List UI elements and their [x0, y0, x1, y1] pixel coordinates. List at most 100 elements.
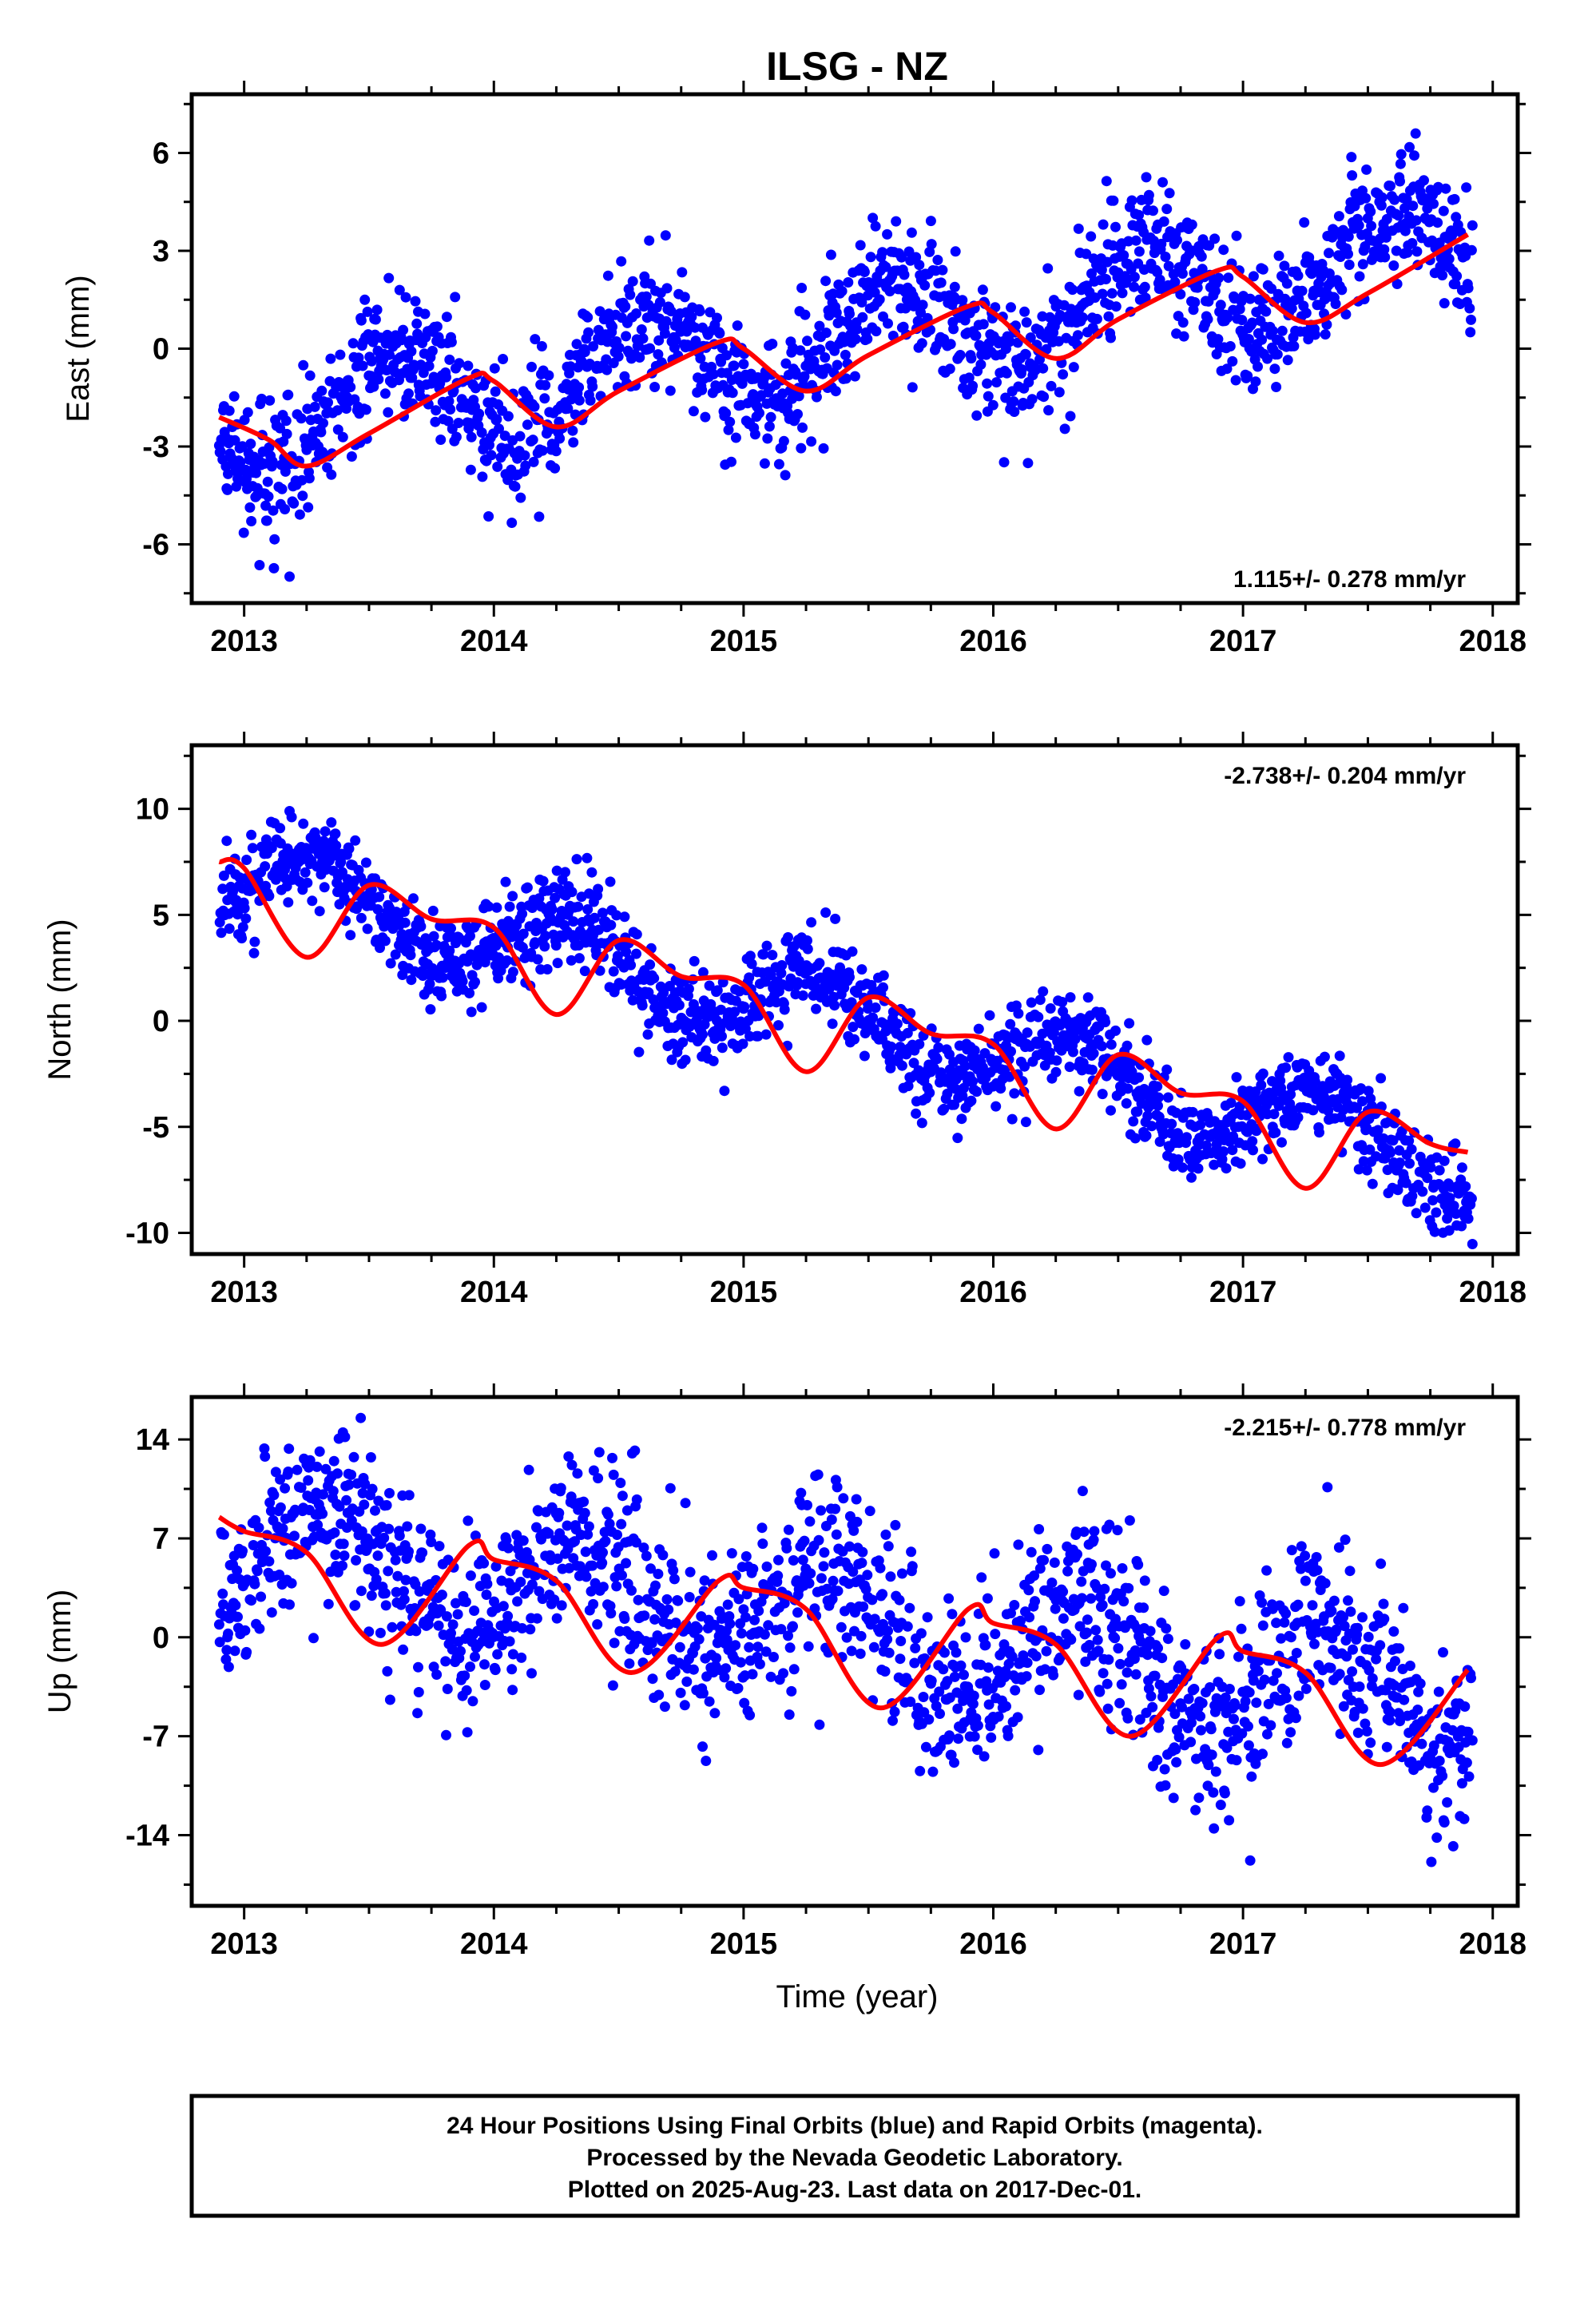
- data-point: [747, 1669, 758, 1680]
- data-point: [1074, 1086, 1085, 1097]
- data-point: [423, 360, 435, 371]
- data-point: [1180, 1639, 1191, 1650]
- data-point: [883, 318, 893, 329]
- data-point: [744, 1641, 755, 1653]
- data-point: [1279, 1617, 1290, 1628]
- data-point: [633, 1594, 644, 1606]
- data-point: [1041, 343, 1052, 355]
- data-point: [1431, 1207, 1442, 1218]
- data-point: [886, 1042, 897, 1052]
- data-point: [494, 423, 504, 435]
- data-point: [761, 1561, 772, 1572]
- data-point: [1343, 248, 1353, 260]
- data-point: [246, 516, 257, 526]
- data-point: [1106, 1039, 1117, 1050]
- data-point: [679, 1700, 690, 1711]
- data-point: [1197, 264, 1208, 275]
- data-point: [626, 1585, 637, 1596]
- data-point: [1358, 1156, 1369, 1167]
- data-point: [1443, 253, 1455, 264]
- data-point: [597, 1558, 608, 1569]
- data-point: [579, 966, 590, 977]
- data-point: [229, 435, 240, 446]
- data-point: [1012, 1712, 1023, 1723]
- data-point: [972, 1744, 983, 1756]
- data-point: [1148, 205, 1158, 216]
- data-point: [1437, 270, 1448, 281]
- data-point: [885, 1571, 896, 1582]
- data-point: [1376, 200, 1387, 211]
- data-point: [1385, 181, 1396, 192]
- data-point: [840, 373, 852, 384]
- data-point: [583, 888, 594, 899]
- data-point: [1330, 299, 1341, 309]
- data-point: [915, 1628, 927, 1639]
- data-point: [1404, 141, 1415, 153]
- data-point: [379, 1532, 390, 1543]
- data-point: [1428, 198, 1439, 209]
- data-point: [742, 398, 753, 409]
- data-point: [1152, 1755, 1163, 1765]
- data-point: [534, 511, 545, 522]
- data-point: [1172, 235, 1182, 246]
- data-point: [330, 1550, 341, 1560]
- data-point: [582, 904, 594, 915]
- data-point: [617, 1570, 627, 1581]
- x-tick-label: 2013: [210, 1276, 278, 1309]
- data-point: [1110, 1633, 1121, 1644]
- data-point: [550, 462, 561, 474]
- data-point: [1169, 276, 1181, 288]
- data-point: [408, 893, 419, 904]
- data-point: [620, 301, 631, 312]
- data-point: [955, 350, 966, 360]
- data-point: [1098, 1668, 1109, 1679]
- data-point: [534, 893, 545, 904]
- data-point: [1229, 1713, 1239, 1725]
- data-point: [1376, 1558, 1387, 1570]
- data-point: [294, 509, 305, 520]
- data-point: [574, 395, 585, 406]
- data-point: [1388, 1135, 1399, 1146]
- data-point: [228, 391, 240, 402]
- data-point: [1189, 297, 1201, 308]
- data-point: [890, 1519, 901, 1530]
- data-point: [283, 897, 294, 908]
- data-point: [800, 309, 811, 320]
- data-point: [673, 1595, 684, 1606]
- data-point: [1336, 284, 1348, 296]
- data-point: [457, 976, 468, 986]
- data-point: [1293, 1690, 1304, 1701]
- data-point: [1450, 1138, 1461, 1149]
- data-point: [1141, 1034, 1153, 1046]
- data-point: [1158, 1586, 1169, 1597]
- data-point: [1205, 1682, 1216, 1693]
- data-point: [1261, 306, 1272, 317]
- data-point: [641, 291, 652, 302]
- data-point: [792, 409, 803, 419]
- data-point: [343, 1479, 355, 1490]
- data-point: [1282, 355, 1293, 366]
- data-point: [621, 1505, 633, 1516]
- data-point: [1086, 268, 1097, 279]
- data-point: [910, 1642, 921, 1653]
- data-point: [1190, 1804, 1201, 1816]
- data-point: [1123, 236, 1134, 247]
- data-point: [318, 418, 328, 429]
- data-point: [347, 338, 359, 349]
- data-point: [991, 1101, 1002, 1112]
- data-point: [1353, 220, 1364, 231]
- data-point: [933, 1042, 944, 1053]
- data-point: [1058, 1613, 1069, 1624]
- data-point: [463, 360, 474, 371]
- data-point: [554, 1507, 565, 1518]
- data-point: [1379, 244, 1390, 255]
- data-point: [1449, 193, 1460, 204]
- data-point: [1357, 1703, 1368, 1714]
- data-point: [1034, 1685, 1045, 1696]
- data-point: [1417, 1186, 1428, 1197]
- data-point: [760, 1646, 772, 1657]
- data-point: [543, 370, 554, 381]
- data-point: [1132, 1106, 1143, 1117]
- data-point: [1451, 212, 1462, 223]
- data-point: [264, 1556, 275, 1567]
